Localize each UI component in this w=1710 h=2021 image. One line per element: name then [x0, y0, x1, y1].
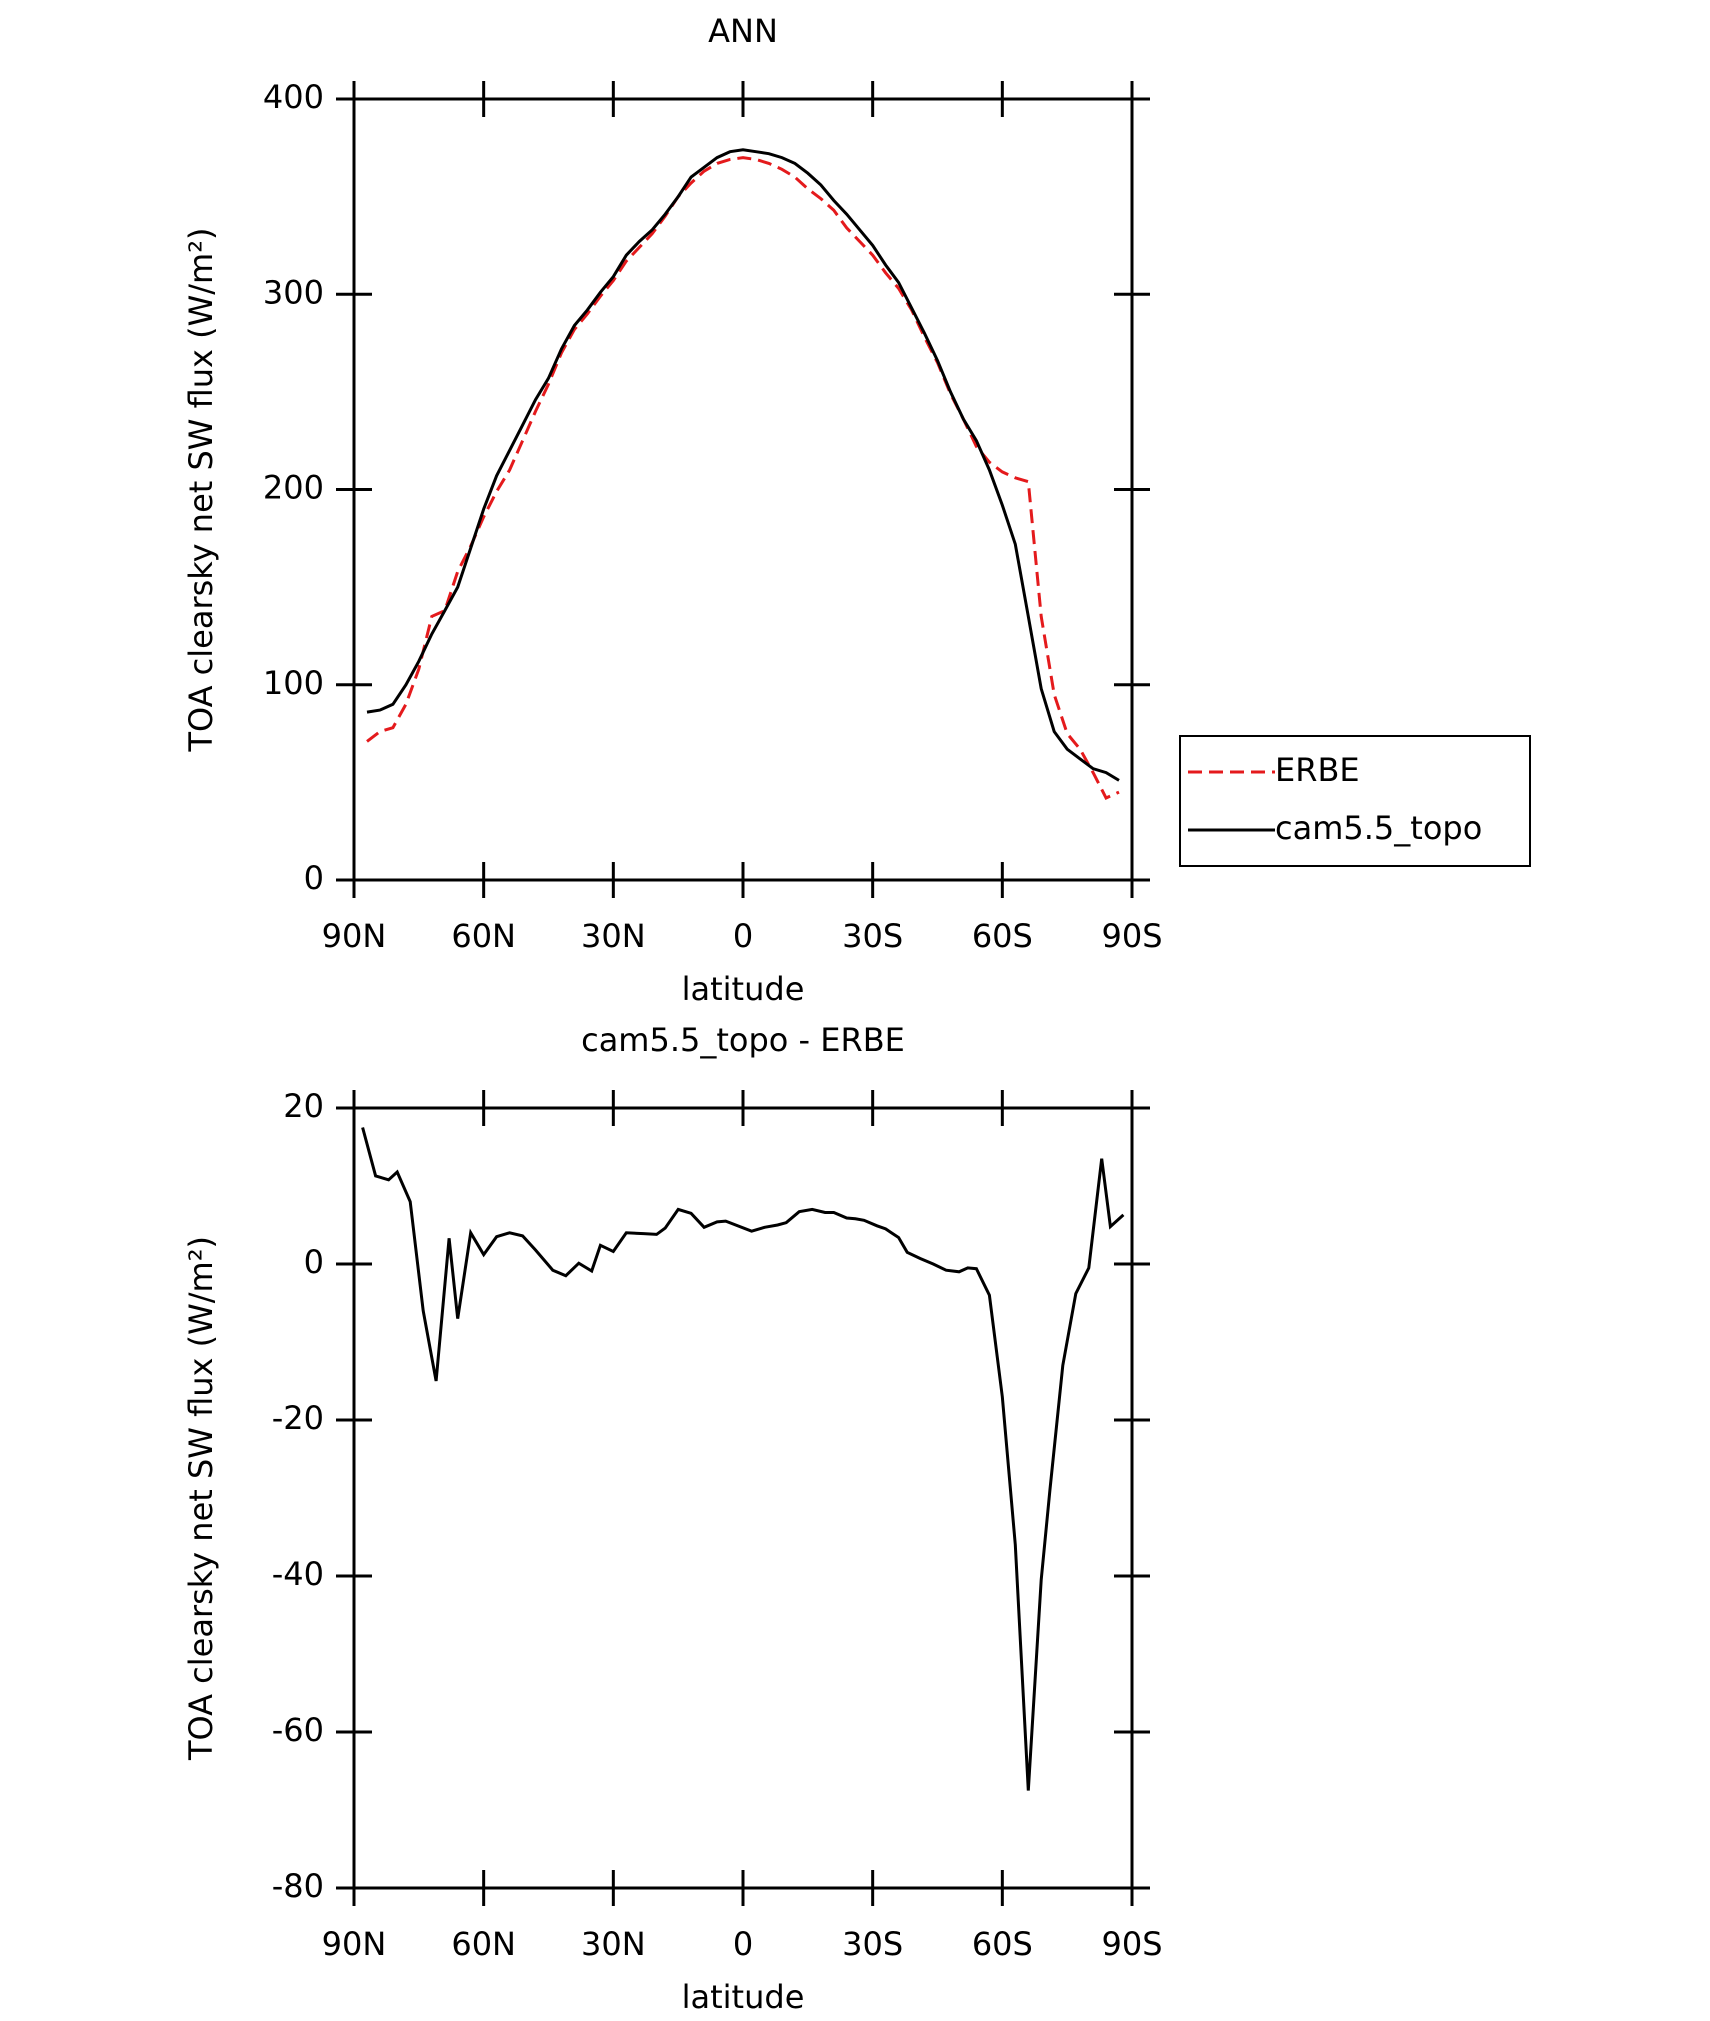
x-tick-label: 0 — [733, 1925, 753, 1963]
y-tick-label: 0 — [304, 859, 324, 897]
y-axis-label: TOA clearsky net SW flux (W/m²) — [182, 1236, 220, 1761]
chart-title: ANN — [708, 12, 778, 50]
x-tick-label: 30N — [581, 1925, 646, 1963]
y-axis-label: TOA clearsky net SW flux (W/m²) — [182, 227, 220, 752]
data-line — [361, 1127, 1125, 1791]
y-tick-label: -40 — [272, 1555, 324, 1593]
x-tick-label: 90S — [1101, 1925, 1162, 1963]
x-tick-label: 60N — [451, 1925, 516, 1963]
plot-frame — [352, 1106, 1134, 1890]
x-tick-label: 90S — [1101, 917, 1162, 955]
x-axis-label: latitude — [682, 1978, 805, 2016]
x-tick-label: 90N — [322, 917, 387, 955]
x-tick-label: 30S — [842, 917, 903, 955]
x-tick-label: 90N — [322, 1925, 387, 1963]
data-line — [366, 156, 1120, 800]
y-tick-label: -80 — [272, 1867, 324, 1905]
x-tick-label: 60N — [451, 917, 516, 955]
chart-title: cam5.5_topo - ERBE — [581, 1021, 905, 1059]
y-tick-label: 20 — [283, 1087, 324, 1125]
x-tick-label: 0 — [733, 917, 753, 955]
plot-frame — [352, 97, 1134, 882]
y-tick-label: -20 — [272, 1399, 324, 1437]
y-tick-label: 300 — [263, 273, 324, 311]
x-tick-label: 60S — [972, 917, 1033, 955]
x-tick-label: 30S — [842, 1925, 903, 1963]
y-tick-label: 400 — [263, 78, 324, 116]
y-tick-label: 200 — [263, 469, 324, 507]
y-tick-label: 100 — [263, 664, 324, 702]
legend-label: ERBE — [1275, 751, 1360, 789]
y-tick-label: -60 — [272, 1711, 324, 1749]
legend-box — [1179, 735, 1531, 867]
data-line — [366, 148, 1120, 782]
x-tick-label: 30N — [581, 917, 646, 955]
y-tick-label: 0 — [304, 1243, 324, 1281]
legend-label: cam5.5_topo — [1275, 809, 1482, 847]
x-axis-label: latitude — [682, 970, 805, 1008]
x-tick-label: 60S — [972, 1925, 1033, 1963]
